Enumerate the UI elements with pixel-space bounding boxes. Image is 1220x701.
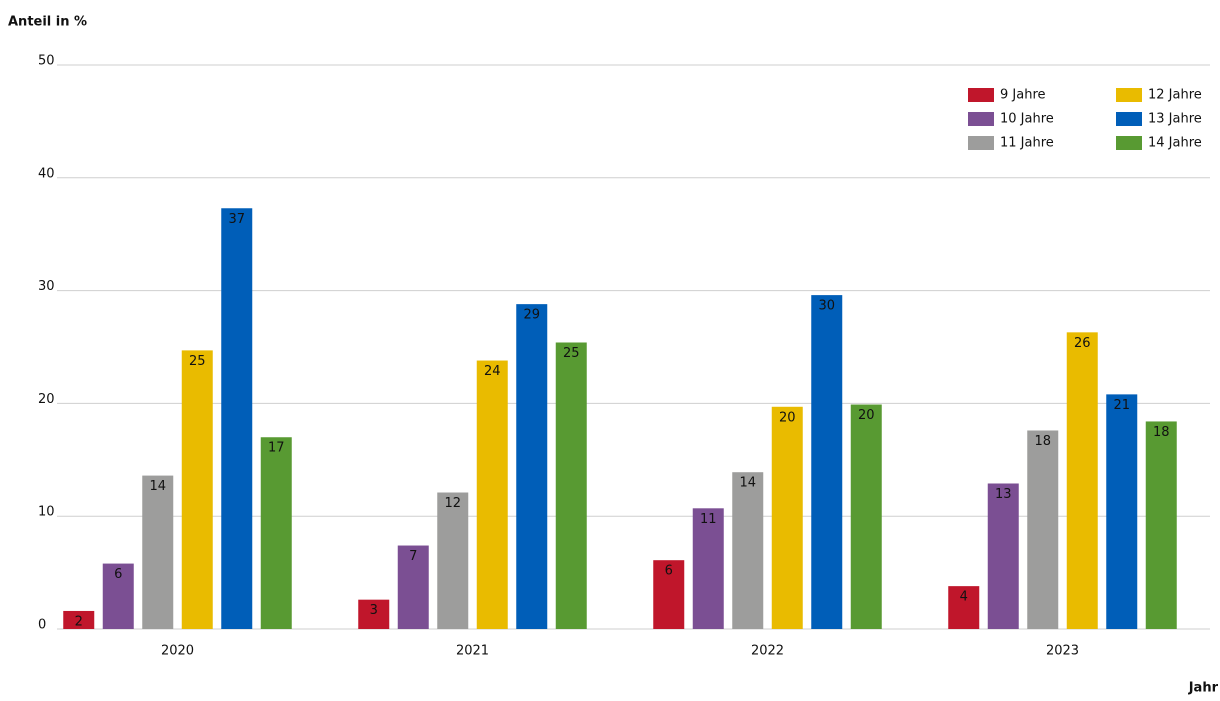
bar	[771, 406, 803, 629]
x-tick-label: 2020	[161, 644, 194, 659]
legend-label: 10 Jahre	[1000, 112, 1054, 127]
bar	[358, 599, 390, 629]
bar	[63, 610, 95, 629]
bar	[102, 563, 134, 629]
value-label: 17	[268, 441, 285, 456]
value-label: 21	[1113, 398, 1130, 413]
value-label: 25	[563, 346, 580, 361]
legend-label: 13 Jahre	[1148, 112, 1202, 127]
value-label: 11	[700, 512, 717, 527]
bar	[142, 475, 174, 629]
x-tick-label: 2021	[456, 644, 489, 659]
bar	[1145, 421, 1177, 629]
value-label: 6	[665, 564, 673, 579]
x-tick-label: 2023	[1046, 644, 1079, 659]
value-label: 30	[818, 299, 835, 314]
bar	[555, 342, 587, 629]
value-label: 18	[1034, 434, 1051, 449]
bar	[692, 508, 724, 629]
legend-swatch	[1116, 112, 1142, 126]
bar	[948, 586, 980, 629]
y-tick-label: 20	[38, 392, 55, 407]
bar	[1027, 430, 1059, 629]
bar	[987, 483, 1019, 629]
bar	[476, 360, 508, 629]
value-label: 12	[444, 496, 461, 511]
bar	[221, 208, 253, 630]
bar	[811, 295, 843, 629]
y-axis-title: Anteil in %	[8, 15, 87, 30]
value-label: 2	[75, 614, 83, 629]
bar	[181, 350, 213, 629]
bar	[260, 437, 292, 629]
legend-swatch	[1116, 88, 1142, 102]
value-label: 24	[484, 364, 501, 379]
value-label: 26	[1074, 336, 1091, 351]
value-label: 18	[1153, 425, 1170, 440]
value-label: 4	[960, 590, 968, 605]
x-tick-label: 2022	[751, 644, 784, 659]
legend-label: 12 Jahre	[1148, 88, 1202, 103]
y-tick-label: 10	[38, 505, 55, 520]
legend-swatch	[968, 112, 994, 126]
value-label: 14	[739, 476, 756, 491]
value-label: 13	[995, 487, 1012, 502]
bar	[437, 492, 469, 629]
y-tick-label: 30	[38, 279, 55, 294]
value-label: 7	[409, 549, 417, 564]
bar	[850, 404, 882, 629]
legend-label: 9 Jahre	[1000, 88, 1046, 103]
y-tick-label: 40	[38, 166, 55, 181]
legend-label: 11 Jahre	[1000, 136, 1054, 151]
y-tick-label: 50	[38, 54, 55, 69]
value-label: 37	[228, 212, 245, 227]
bar	[516, 304, 548, 629]
legend-label: 14 Jahre	[1148, 136, 1202, 151]
value-label: 29	[523, 308, 540, 323]
bar	[653, 560, 685, 629]
legend-swatch	[968, 136, 994, 150]
value-label: 20	[858, 408, 875, 423]
bar	[397, 545, 429, 629]
value-label: 3	[370, 603, 378, 618]
legend-swatch	[968, 88, 994, 102]
value-label: 6	[114, 567, 122, 582]
value-label: 14	[149, 479, 166, 494]
y-tick-label: 0	[38, 618, 46, 633]
x-axis-title: Jahr	[1188, 681, 1219, 696]
bar	[1066, 332, 1098, 629]
value-label: 20	[779, 410, 796, 425]
value-label: 25	[189, 354, 206, 369]
bar	[1106, 394, 1138, 629]
legend-swatch	[1116, 136, 1142, 150]
bar	[732, 472, 764, 629]
